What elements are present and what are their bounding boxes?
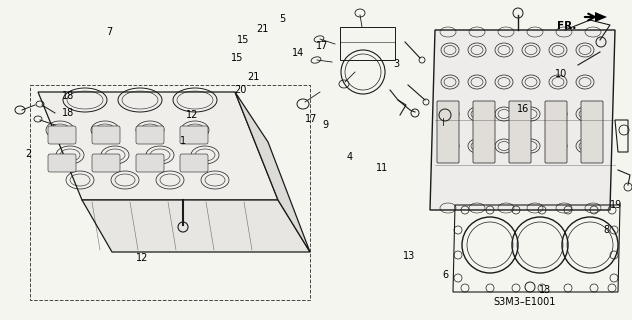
Text: 8: 8 bbox=[604, 225, 610, 236]
Text: 13: 13 bbox=[403, 251, 415, 261]
Text: 10: 10 bbox=[555, 68, 567, 79]
Text: 9: 9 bbox=[322, 120, 329, 130]
FancyBboxPatch shape bbox=[136, 126, 164, 144]
Text: 6: 6 bbox=[442, 270, 449, 280]
Polygon shape bbox=[430, 30, 615, 210]
Polygon shape bbox=[82, 200, 310, 252]
Text: 17: 17 bbox=[316, 41, 329, 52]
FancyBboxPatch shape bbox=[437, 101, 459, 163]
Text: 15: 15 bbox=[231, 52, 243, 63]
Text: 7: 7 bbox=[106, 27, 112, 37]
Text: 4: 4 bbox=[346, 152, 353, 162]
Text: 19: 19 bbox=[610, 200, 622, 210]
Text: 5: 5 bbox=[279, 14, 286, 24]
Text: 12: 12 bbox=[136, 252, 149, 263]
FancyBboxPatch shape bbox=[48, 126, 76, 144]
FancyBboxPatch shape bbox=[92, 126, 120, 144]
Text: 21: 21 bbox=[248, 72, 260, 83]
FancyBboxPatch shape bbox=[180, 126, 208, 144]
FancyBboxPatch shape bbox=[48, 154, 76, 172]
FancyBboxPatch shape bbox=[509, 101, 531, 163]
FancyBboxPatch shape bbox=[581, 101, 603, 163]
Text: 3: 3 bbox=[393, 59, 399, 69]
Text: 16: 16 bbox=[517, 104, 529, 114]
Text: 18: 18 bbox=[62, 91, 74, 101]
FancyBboxPatch shape bbox=[92, 154, 120, 172]
Text: 18: 18 bbox=[62, 108, 74, 118]
Text: 21: 21 bbox=[256, 24, 269, 34]
Text: 17: 17 bbox=[305, 114, 317, 124]
Text: 14: 14 bbox=[292, 48, 304, 58]
Text: 1: 1 bbox=[180, 136, 186, 146]
FancyBboxPatch shape bbox=[136, 154, 164, 172]
Text: 13: 13 bbox=[538, 284, 550, 295]
Polygon shape bbox=[235, 92, 310, 252]
Text: S3M3–E1001: S3M3–E1001 bbox=[494, 297, 556, 308]
FancyBboxPatch shape bbox=[473, 101, 495, 163]
FancyBboxPatch shape bbox=[180, 154, 208, 172]
Text: 15: 15 bbox=[237, 35, 250, 45]
Text: FR.: FR. bbox=[557, 20, 576, 31]
Polygon shape bbox=[595, 12, 607, 22]
Text: 20: 20 bbox=[234, 85, 246, 95]
FancyBboxPatch shape bbox=[545, 101, 567, 163]
Text: 12: 12 bbox=[186, 110, 199, 120]
Polygon shape bbox=[38, 92, 278, 200]
Text: 2: 2 bbox=[25, 148, 32, 159]
Text: 11: 11 bbox=[376, 163, 388, 173]
